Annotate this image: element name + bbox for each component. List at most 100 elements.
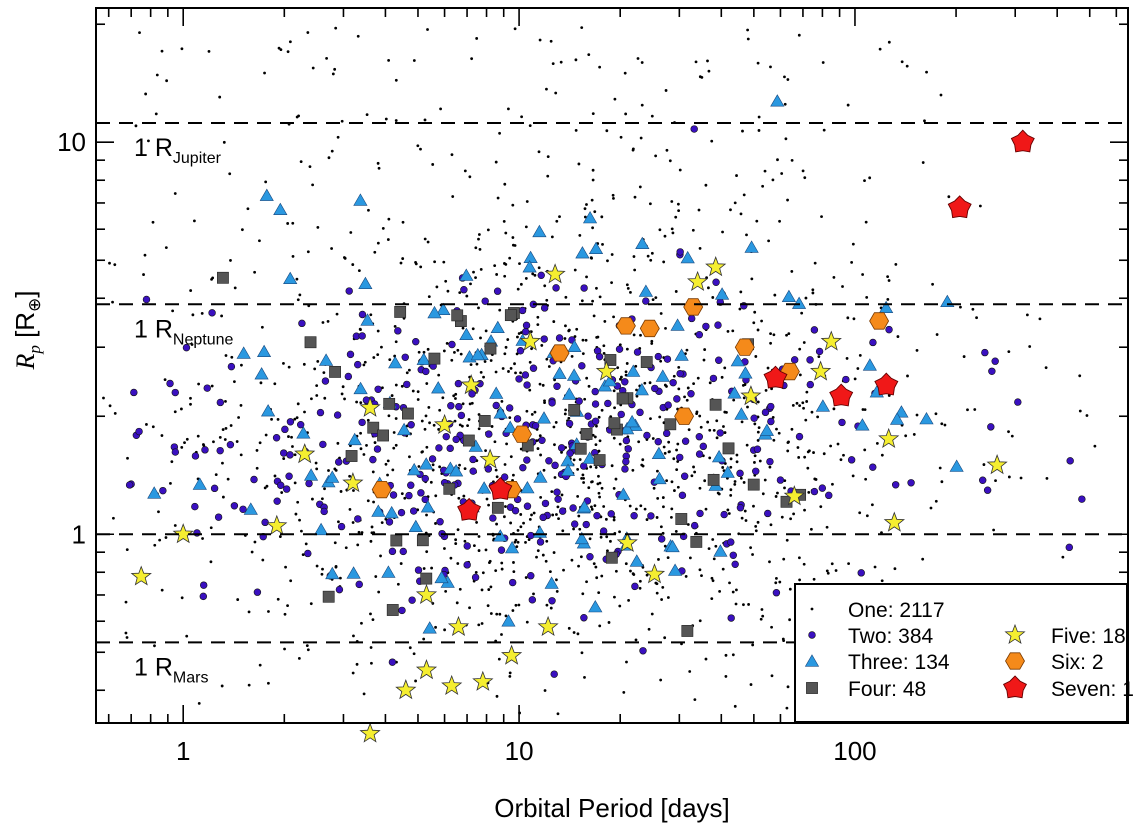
point-four	[681, 625, 694, 637]
point-one	[1007, 350, 1011, 354]
point-one	[766, 366, 770, 370]
point-three	[381, 565, 396, 578]
point-one	[379, 554, 382, 558]
point-one	[590, 507, 594, 511]
point-one	[655, 591, 659, 595]
point-one	[935, 333, 939, 336]
point-one	[151, 425, 155, 429]
point-one	[553, 476, 557, 479]
point-one	[218, 95, 222, 99]
point-one	[692, 465, 695, 469]
point-four	[574, 442, 587, 455]
point-two	[527, 531, 535, 540]
point-one	[589, 465, 593, 469]
point-one	[240, 363, 243, 367]
point-seven	[1010, 129, 1035, 153]
point-one	[640, 61, 644, 64]
point-one	[614, 569, 618, 573]
point-two	[421, 495, 429, 504]
point-one	[756, 520, 760, 524]
point-one	[508, 256, 512, 260]
point-one	[423, 118, 427, 122]
point-two	[639, 647, 647, 655]
point-one	[602, 505, 606, 508]
point-three	[665, 539, 680, 553]
point-one	[733, 480, 737, 483]
point-two	[227, 362, 236, 371]
point-one	[550, 490, 554, 494]
point-one	[780, 172, 784, 175]
point-one	[209, 526, 213, 530]
point-one	[665, 479, 669, 483]
point-two	[373, 445, 382, 453]
point-one	[771, 178, 775, 182]
point-one	[108, 261, 111, 265]
point-one	[595, 286, 598, 290]
point-one	[573, 268, 577, 272]
legend-box	[794, 583, 1128, 723]
point-one	[612, 315, 615, 319]
point-one	[538, 382, 542, 386]
point-five	[595, 360, 617, 381]
point-one	[463, 169, 467, 173]
point-two	[565, 419, 574, 428]
point-three	[588, 600, 603, 613]
point-one	[693, 698, 697, 702]
point-three	[574, 531, 589, 545]
point-one	[790, 158, 794, 162]
point-one	[921, 161, 925, 164]
point-one	[337, 520, 340, 524]
point-one	[733, 704, 737, 708]
point-one	[878, 47, 882, 51]
point-one	[485, 497, 489, 501]
point-two	[523, 456, 531, 464]
point-two	[642, 297, 650, 305]
point-one	[516, 529, 520, 532]
point-four	[484, 342, 497, 355]
point-one	[664, 89, 668, 92]
point-two	[636, 408, 644, 417]
point-two	[776, 476, 785, 484]
point-one	[693, 470, 697, 474]
point-one	[602, 344, 606, 348]
point-one	[768, 465, 772, 469]
point-one	[643, 507, 647, 511]
point-one	[610, 253, 614, 256]
point-one	[160, 434, 164, 437]
point-one	[316, 225, 320, 229]
point-one	[376, 241, 380, 245]
point-one	[639, 136, 643, 140]
point-one	[340, 119, 344, 123]
point-one	[399, 562, 403, 565]
point-one	[530, 412, 534, 416]
point-one	[411, 389, 415, 393]
point-two	[736, 469, 744, 478]
point-one	[711, 538, 715, 541]
point-one	[755, 219, 759, 223]
point-one	[786, 78, 790, 81]
point-one	[323, 487, 326, 491]
point-one	[886, 275, 890, 279]
point-one	[723, 366, 727, 370]
point-one	[386, 238, 390, 241]
point-one	[875, 442, 879, 445]
point-one	[453, 350, 456, 354]
legend-label-three: Three: 134	[848, 651, 950, 674]
point-three	[520, 481, 535, 494]
point-one	[357, 530, 361, 534]
point-one	[604, 517, 608, 521]
point-one	[788, 587, 792, 591]
point-one	[221, 495, 225, 499]
point-one	[696, 376, 700, 380]
point-one	[787, 332, 791, 336]
point-one	[1025, 313, 1029, 317]
point-one	[504, 505, 507, 508]
point-one	[333, 467, 337, 471]
point-one	[549, 606, 553, 610]
point-one	[638, 586, 642, 590]
point-one	[598, 495, 601, 499]
point-one	[465, 294, 469, 298]
point-three	[667, 563, 683, 576]
point-one	[858, 354, 862, 357]
point-one	[327, 469, 330, 472]
